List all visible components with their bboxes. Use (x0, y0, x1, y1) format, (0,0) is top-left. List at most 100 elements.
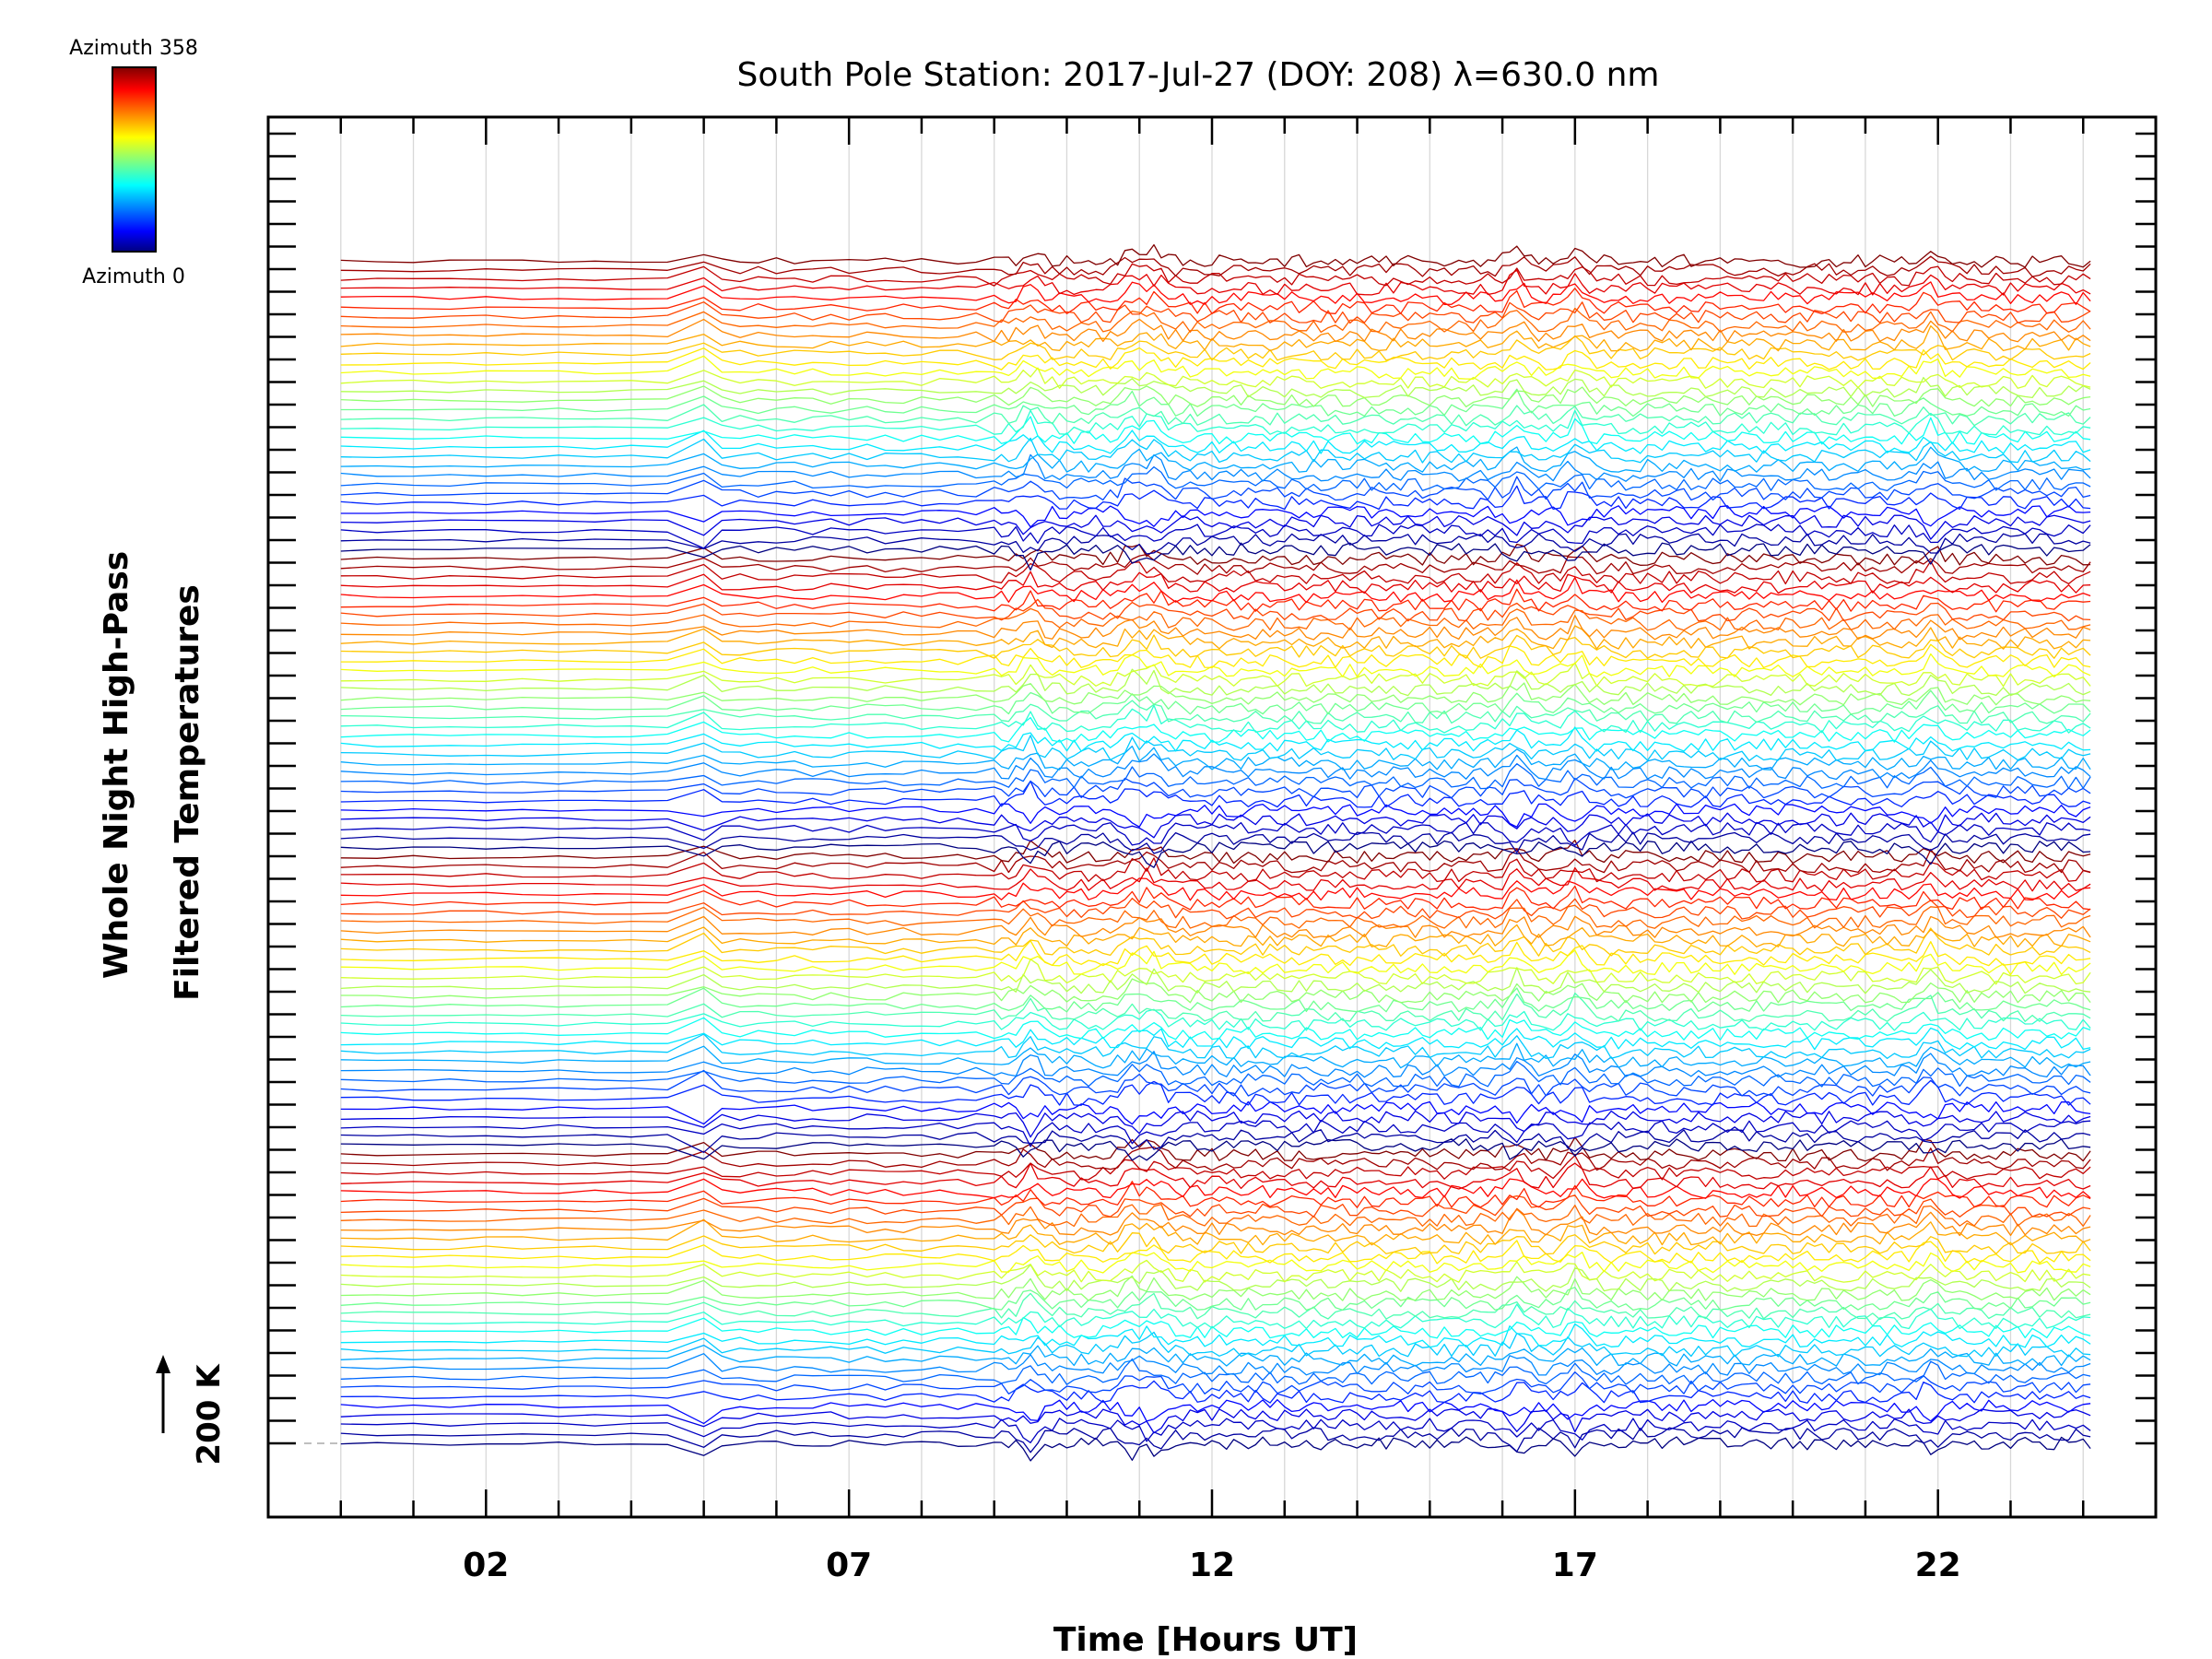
trace-line (340, 416, 2091, 445)
trace-line (340, 634, 2091, 659)
trace-line (340, 1259, 2091, 1283)
trace-line (340, 967, 2091, 994)
trace-line (340, 1358, 2091, 1385)
trace-line (340, 726, 2091, 752)
trace-line (340, 716, 2091, 743)
trace-line (340, 576, 2091, 604)
trace-line (340, 446, 2091, 473)
trace-line (340, 1042, 2091, 1069)
trace-line (340, 1146, 2091, 1171)
colorbar (112, 66, 157, 253)
trace-line (340, 1033, 2091, 1060)
x-tick-label: 12 (1189, 1547, 1235, 1584)
trace-line (340, 598, 2091, 622)
trace-line (340, 388, 2091, 418)
trace-line (340, 1232, 2091, 1255)
trace-line (340, 255, 2091, 277)
trace-line (340, 355, 2091, 380)
trace-line (340, 1218, 2091, 1246)
y-axis-label: Whole Night High-Pass Filtered Temperatu… (98, 551, 206, 1001)
trace-line (340, 924, 2091, 947)
trace-line (340, 848, 2091, 874)
trace-line (340, 1371, 2091, 1394)
trace-line (340, 866, 2091, 892)
trace-line (340, 263, 2091, 287)
trace-line (340, 1181, 2091, 1208)
trace-line (340, 1178, 2091, 1199)
trace-line (340, 553, 2091, 575)
scale-bar-label: 200 K (191, 1363, 228, 1465)
trace-line (340, 987, 2091, 1013)
trace-line (340, 1316, 2091, 1339)
trace-line (340, 1060, 2091, 1088)
trace-line (340, 1129, 2091, 1153)
trace-line (340, 992, 2091, 1022)
trace-line (340, 1204, 2091, 1228)
trace-line (340, 1252, 2091, 1274)
trace-line (340, 318, 2091, 343)
trace-line (340, 735, 2091, 761)
trace-line (340, 1287, 2091, 1312)
trace-line (340, 404, 2091, 427)
trace-line (340, 542, 2091, 571)
trace-line (340, 1194, 2091, 1218)
trace-line (340, 857, 2091, 883)
trace-line (340, 777, 2091, 799)
y-axis-label-line1: Whole Night High-Pass (98, 551, 135, 979)
trace-line (340, 514, 2091, 540)
scale-bar: 200 K (156, 1355, 228, 1465)
trace-line (340, 1418, 2091, 1443)
trace-line (340, 429, 2091, 454)
trace-line (340, 1079, 2091, 1106)
trace-line (340, 437, 2091, 464)
trace-line (340, 1136, 2091, 1162)
axes: 02 07 12 17 22 (266, 115, 2158, 1584)
trace-line (340, 1303, 2091, 1330)
trace-line (340, 1208, 2091, 1237)
trace-line (340, 1138, 2091, 1161)
trace-line (340, 281, 2091, 305)
trace-line (340, 763, 2091, 790)
trace-line (340, 780, 2091, 808)
trace-line (340, 324, 2091, 352)
trace-line (340, 897, 2091, 920)
trace-line (340, 803, 2091, 828)
trace-line (340, 682, 2091, 706)
trace-line (340, 1353, 2091, 1376)
trace-line (340, 915, 2091, 938)
trace-line (340, 1027, 2091, 1051)
trace-line (340, 505, 2091, 528)
trace-line (340, 1051, 2091, 1078)
trace-line (340, 949, 2091, 976)
trace-line (340, 1119, 2091, 1147)
trace-line (340, 653, 2091, 678)
trace-line (340, 347, 2091, 371)
trace-line (340, 1110, 2091, 1138)
colorbar-top-label: Azimuth 358 (69, 37, 198, 60)
trace-line (340, 1408, 2091, 1434)
trace-line (340, 571, 2091, 594)
trace-line (340, 335, 2091, 361)
trace-line (340, 1240, 2091, 1265)
trace-lines (340, 243, 2091, 1462)
trace-line (340, 243, 2091, 268)
trace-line (340, 485, 2091, 511)
trace-line (340, 904, 2091, 929)
trace-line (340, 625, 2091, 650)
trace-line (340, 1008, 2091, 1031)
trace-line (340, 1069, 2091, 1097)
trace-line (340, 1017, 2091, 1041)
trace-line (340, 524, 2091, 549)
x-tick-label: 02 (463, 1547, 509, 1584)
trace-line (340, 745, 2091, 771)
trace-line (340, 560, 2091, 585)
trace-line (340, 307, 2091, 334)
trace-line (340, 1162, 2091, 1190)
trace-line (340, 543, 2091, 566)
y-axis-label-line2: Filtered Temperatures (169, 584, 206, 1001)
trace-line (340, 409, 2091, 436)
trace-line (340, 476, 2091, 501)
trace-line (340, 269, 2091, 296)
x-tick-label: 17 (1552, 1547, 1598, 1584)
